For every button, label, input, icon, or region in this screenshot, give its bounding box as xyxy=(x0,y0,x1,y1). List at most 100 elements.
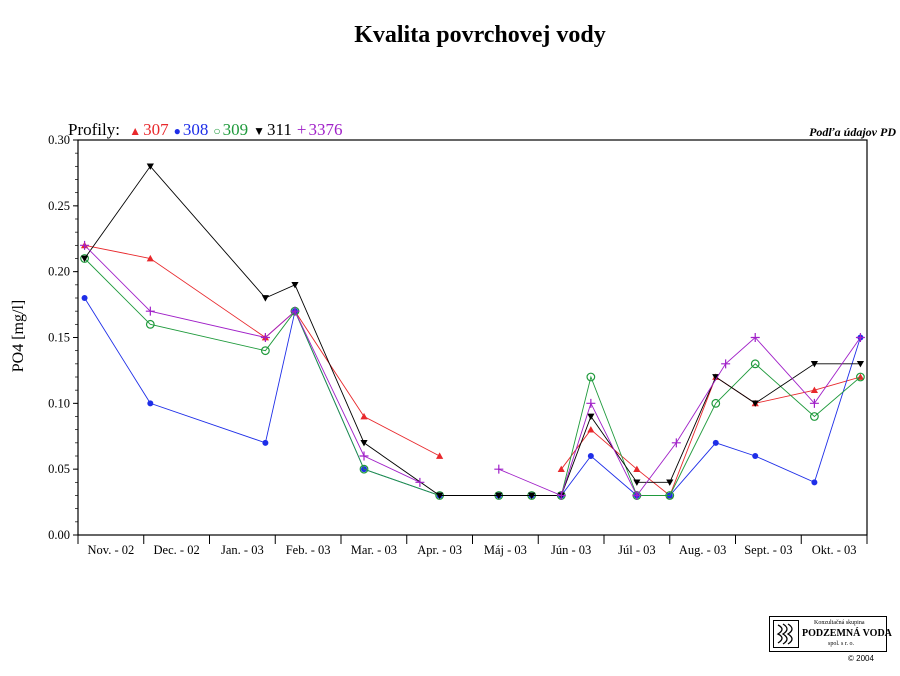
legend-marker-icon: ▲ xyxy=(129,124,141,138)
data-point xyxy=(633,479,641,486)
plot-area xyxy=(77,139,868,536)
legend-entry: 3376 xyxy=(308,120,342,139)
y-tick-label: 0.05 xyxy=(48,462,70,476)
source-note: Podľa údajov PD xyxy=(809,125,896,139)
data-point xyxy=(721,359,731,369)
data-point xyxy=(80,254,89,263)
x-tick-label: Apr. - 03 xyxy=(417,543,462,557)
data-point xyxy=(81,295,88,301)
data-point xyxy=(752,453,759,459)
data-point xyxy=(587,413,595,421)
data-point xyxy=(671,438,681,448)
data-point xyxy=(810,360,818,368)
series-layer xyxy=(80,163,865,500)
x-tick-label: Feb. - 03 xyxy=(286,543,331,557)
logo-mark-icon xyxy=(773,620,799,648)
data-point xyxy=(359,464,369,474)
data-point xyxy=(262,439,269,446)
data-point xyxy=(632,491,642,500)
y-tick-label: 0.25 xyxy=(48,199,70,213)
x-tick-label: Aug. - 03 xyxy=(679,543,727,557)
legend-marker-icon: + xyxy=(297,120,307,139)
legend: Profily: ▲ 307 ● 308 ○ 309 ▼ 311 +3376 xyxy=(68,120,342,139)
series-3376 xyxy=(80,240,865,500)
data-point xyxy=(80,255,89,263)
data-point xyxy=(360,439,368,447)
x-tick-label: Sept. - 03 xyxy=(744,543,792,557)
data-point xyxy=(359,451,369,461)
data-point xyxy=(751,400,759,407)
data-point xyxy=(147,400,154,407)
data-point xyxy=(146,254,154,262)
series-311 xyxy=(80,163,865,500)
series-line xyxy=(84,165,861,496)
data-point xyxy=(633,465,641,473)
x-tick-label: Dec. - 02 xyxy=(154,543,200,557)
data-point xyxy=(750,333,760,342)
y-tick-label: 0.15 xyxy=(48,331,70,345)
y-tick-label: 0.10 xyxy=(48,396,70,410)
data-point xyxy=(146,163,154,170)
data-point xyxy=(856,360,865,368)
data-point xyxy=(291,281,299,289)
data-point xyxy=(856,372,865,382)
data-point xyxy=(712,374,720,381)
legend-marker-icon: ○ xyxy=(213,124,220,138)
data-point xyxy=(436,452,444,459)
legend-entry: 307 xyxy=(143,120,169,139)
data-point xyxy=(290,306,300,316)
plot-frame xyxy=(77,139,868,536)
data-point xyxy=(712,439,719,446)
data-point xyxy=(809,398,819,408)
data-point xyxy=(436,492,444,500)
data-point xyxy=(261,295,269,302)
data-point xyxy=(260,333,270,342)
y-tick-label: 0.00 xyxy=(48,528,70,542)
data-point xyxy=(587,426,595,433)
axes: 0.00 0.05 0.10 0.15 0.20 0.25 0.30 Nov. - 02 Dec… xyxy=(48,133,868,557)
legend-prefix: Profily: xyxy=(68,120,120,139)
legend-entry: 308 xyxy=(183,120,209,139)
y-tick-label: 0.30 xyxy=(48,133,70,147)
copyright: © 2004 xyxy=(848,654,874,663)
data-point xyxy=(810,386,818,394)
data-point xyxy=(810,412,819,421)
data-point xyxy=(586,398,596,408)
data-point xyxy=(360,412,368,420)
data-point xyxy=(557,465,565,473)
data-point xyxy=(145,306,155,316)
legend-entry: 309 xyxy=(223,120,249,139)
legend-marker-icon: ▼ xyxy=(253,124,265,138)
logo-line1: Konzultačná skupina xyxy=(814,620,865,626)
data-point xyxy=(556,491,566,500)
data-point xyxy=(587,453,594,459)
data-point xyxy=(145,319,155,329)
data-point xyxy=(586,372,596,382)
x-tick-label: Máj - 03 xyxy=(484,543,527,557)
data-point xyxy=(80,240,90,250)
data-point xyxy=(494,464,504,474)
legend-entry: 311 xyxy=(267,120,292,139)
logo-line2: PODZEMNÁ VODA xyxy=(802,628,892,639)
x-tick-label: Okt. - 03 xyxy=(812,543,857,557)
data-point xyxy=(528,492,536,500)
x-tick-label: Jún - 03 xyxy=(551,543,591,557)
data-point xyxy=(811,479,818,486)
logo-line3: spol. s r. o. xyxy=(828,641,855,647)
y-tick-label: 0.20 xyxy=(48,265,70,279)
company-logo: Konzultačná skupina PODZEMNÁ VODA spol. … xyxy=(769,616,892,652)
series-line xyxy=(84,244,421,483)
x-tick-label: Jan. - 03 xyxy=(221,543,264,557)
page-title: Kvalita povrchovej vody xyxy=(354,22,606,48)
data-point xyxy=(855,333,865,342)
y-axis-label: PO4 [mg/l] xyxy=(10,300,27,372)
data-point xyxy=(415,477,425,487)
data-point xyxy=(665,491,675,500)
data-point xyxy=(260,346,270,356)
data-point xyxy=(495,492,503,500)
data-point xyxy=(750,359,760,369)
x-tick-label: Mar. - 03 xyxy=(351,543,397,557)
x-tick-label: Nov. - 02 xyxy=(87,543,134,557)
data-point xyxy=(711,398,721,408)
x-tick-label: Júl - 03 xyxy=(618,543,656,557)
